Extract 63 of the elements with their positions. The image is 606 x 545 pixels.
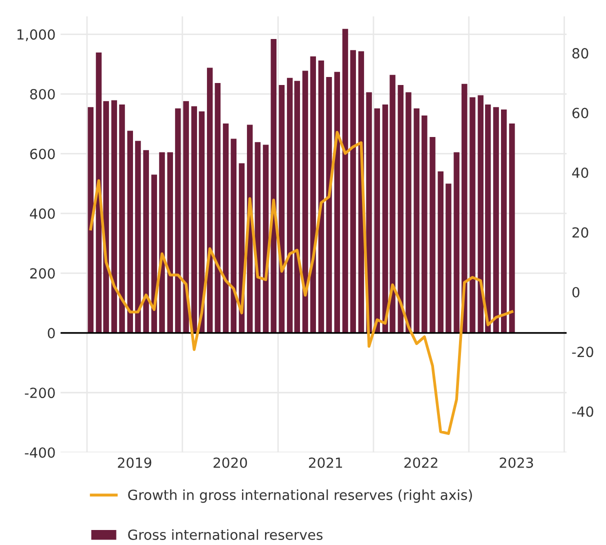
bar: [230, 138, 236, 333]
bar: [278, 85, 285, 333]
bar: [454, 152, 460, 333]
y-tick-label: 800: [30, 88, 55, 100]
y-tick-label: -200: [24, 388, 55, 398]
x-tick-label: 2019: [118, 457, 152, 468]
x-tick-label: 2021: [308, 457, 342, 468]
y2-tick-label: 0: [572, 286, 580, 298]
bar: [270, 39, 276, 333]
bar: [222, 124, 229, 333]
x-tick-label: 2023: [500, 457, 533, 468]
y2-tick-label: 60: [572, 108, 588, 118]
bar: [430, 136, 436, 333]
bar: [398, 85, 404, 333]
bar: [88, 107, 94, 333]
bar: [438, 171, 444, 333]
bar: [462, 84, 468, 333]
y-tick-label: 0: [48, 328, 55, 338]
y2-tick-label: 40: [572, 168, 588, 178]
y2-tick-label: -40: [572, 406, 594, 417]
bar: [342, 28, 348, 333]
y-tick-label: 1,000: [18, 29, 55, 42]
bar: [374, 108, 380, 333]
bar: [350, 50, 356, 333]
bar: [414, 108, 420, 333]
y-tick-label: 200: [30, 268, 55, 279]
y-tick-label: -400: [24, 447, 55, 458]
bar: [493, 107, 499, 333]
bar: [119, 104, 125, 333]
bar: [470, 97, 476, 333]
bar: [294, 80, 300, 333]
bar: [318, 60, 324, 333]
y-tick-label: 400: [30, 208, 55, 219]
x-tick-label: 2020: [214, 457, 247, 468]
line-series: [89, 130, 514, 435]
bar: [310, 56, 316, 333]
bar: [167, 152, 173, 333]
bar: [191, 106, 198, 333]
bar: [214, 82, 221, 333]
y2-tick-label: 80: [572, 48, 588, 59]
y2-tick-label: 20: [572, 227, 588, 238]
legend-label: Gross international reserves: [128, 529, 323, 540]
bar: [446, 184, 452, 333]
bar: [127, 130, 133, 333]
legend-label: Growth in gross international reserves (right axis): [128, 489, 472, 503]
bar: [206, 68, 213, 333]
bar: [326, 76, 332, 333]
y2-tick-label: -20: [572, 346, 594, 358]
bar: [143, 150, 149, 333]
x-tick-label: 2022: [404, 457, 438, 468]
bar: [183, 101, 189, 333]
bar: [501, 110, 507, 333]
y-tick-label: 600: [30, 148, 55, 160]
bar: [175, 108, 181, 333]
bar: [286, 78, 293, 333]
bar: [406, 92, 412, 333]
bar: [302, 70, 308, 333]
bar: [111, 100, 118, 333]
bar: [159, 152, 165, 333]
bar: [334, 72, 340, 333]
bar: [135, 140, 141, 333]
bar: [422, 115, 428, 333]
bar: [509, 124, 515, 333]
